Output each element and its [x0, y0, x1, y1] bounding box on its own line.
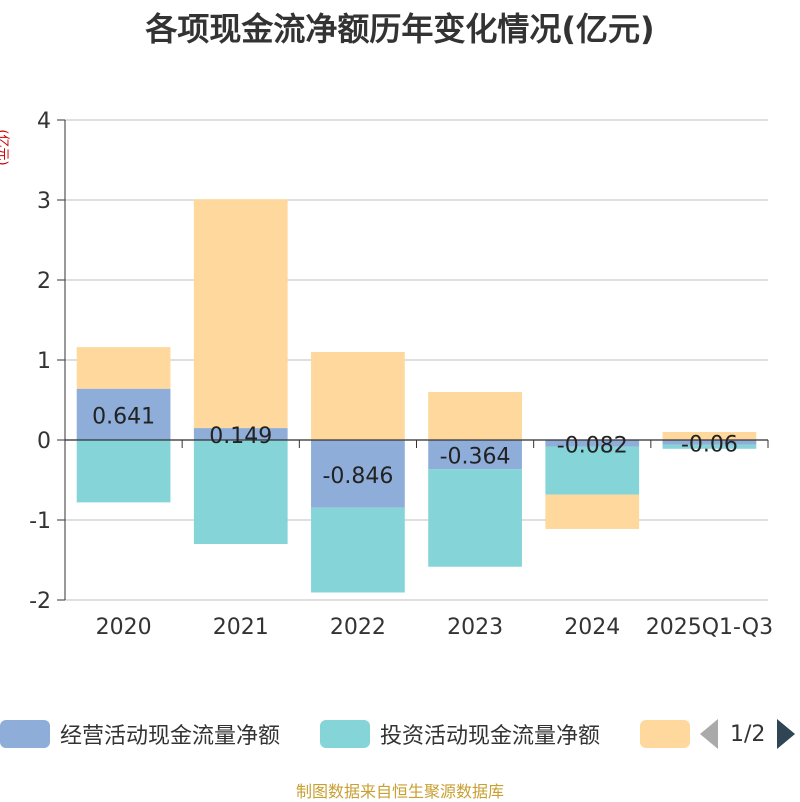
legend-item-3[interactable]: [640, 716, 700, 752]
legend-label: 经营活动现金流量净额: [60, 724, 281, 749]
bar-series1-2022: [311, 440, 405, 508]
bar-series3-2020: [76, 347, 171, 389]
bar-series3-2025Q1-Q3: [662, 432, 757, 440]
legend-next-icon[interactable]: [777, 719, 796, 749]
legend-label: 投资活动现金流量净额: [380, 724, 601, 749]
legend-pager: 1/2: [700, 716, 796, 752]
x-tick-label: 2020: [96, 615, 152, 640]
bar-series1-2023: [428, 440, 522, 470]
y-tick-label: 1: [37, 349, 51, 374]
bar-series2-2020: [76, 440, 171, 503]
x-tick-label: 2023: [447, 615, 503, 640]
data-label: 0.641: [92, 404, 155, 429]
bar-series3-2023: [428, 392, 522, 440]
bar-series2-2024: [545, 446, 640, 495]
chart-title: 各项现金流净额历年变化情况(亿元): [145, 10, 655, 48]
legend-item-1[interactable]: 经营活动现金流量净额: [0, 716, 280, 752]
x-tick-label: 2022: [330, 615, 386, 640]
legend-page-indicator: 1/2: [730, 721, 766, 747]
data-source-note: 制图数据来自恒生聚源数据库: [295, 782, 504, 801]
chart-svg: -2 -1 0 1 2 3 4 0.641 0.149 -0.846 -0.364 -0.082 -0.…: [29, 109, 773, 640]
data-label: -0.846: [322, 464, 393, 489]
y-tick-label: 4: [37, 109, 51, 134]
data-label: 0.149: [209, 424, 272, 449]
x-tick-label: 2024: [564, 615, 620, 640]
bar-series3-2022: [311, 352, 405, 440]
bar-series2-2021: [193, 440, 288, 544]
y-tick-label: -2: [29, 589, 51, 614]
y-tick-label: 3: [37, 189, 51, 214]
legend-swatch: [320, 720, 370, 748]
x-tick-label: 2021: [213, 615, 269, 640]
x-tick-label: 2025Q1-Q3: [646, 615, 773, 640]
bar-series1-2021: [193, 428, 288, 440]
data-label: -0.082: [557, 433, 628, 458]
data-label: -0.06: [681, 432, 738, 457]
legend-prev-icon[interactable]: [700, 719, 718, 749]
y-tick-label: -1: [29, 509, 51, 534]
bar-series1-2024: [545, 440, 640, 447]
data-label: -0.364: [440, 445, 511, 470]
bar-series1-2020: [76, 388, 171, 440]
legend-swatch: [0, 720, 50, 748]
legend: 经营活动现金流量净额 投资活动现金流量净额: [0, 716, 800, 756]
bar-series2-2023: [428, 469, 522, 567]
y-tick-label: 2: [37, 269, 51, 294]
bar-series1-2025Q1-Q3: [662, 440, 757, 445]
bar-series3-2024: [545, 494, 640, 529]
bar-series2-2025Q1-Q3: [662, 444, 757, 449]
y-tick-label: 0: [37, 429, 51, 454]
bar-series3-2021: [193, 199, 288, 429]
bar-series2-2022: [311, 507, 405, 593]
legend-swatch: [640, 720, 690, 748]
legend-item-2[interactable]: 投资活动现金流量净额: [320, 716, 600, 752]
